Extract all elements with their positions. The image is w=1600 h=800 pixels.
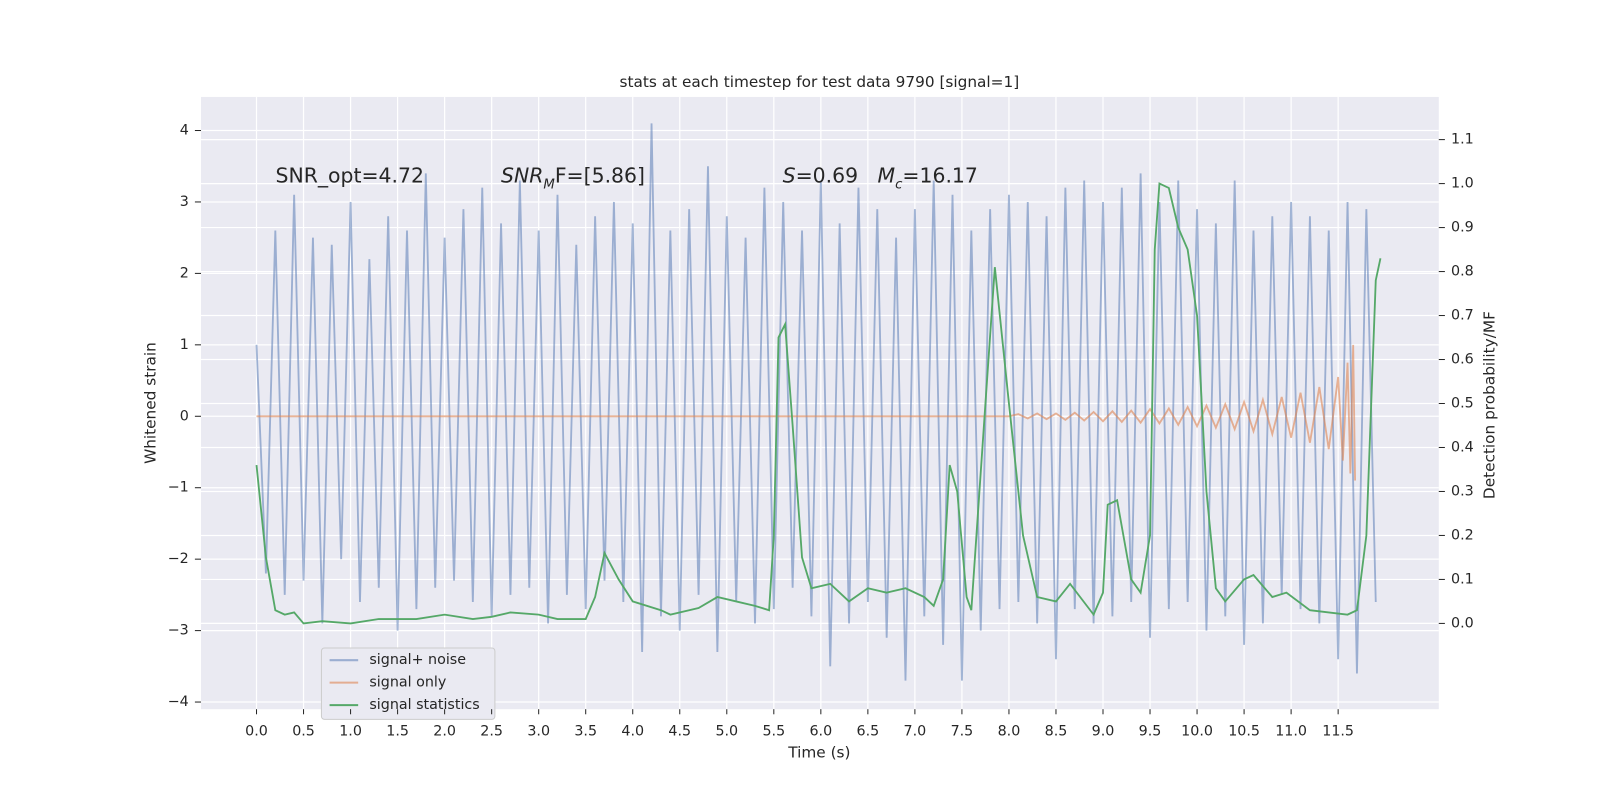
x-tick-label: 8.0 [998,724,1021,740]
y2-tick-label: 0.1 [1451,571,1474,587]
x-tick-label: 0.0 [245,724,268,740]
legend-label: signal+ noise [369,652,466,668]
y2-tick-label: 0.2 [1451,527,1474,543]
annotation-part: =0.69 [796,164,878,188]
x-tick-label: 2.0 [433,724,456,740]
line-series [255,123,1377,681]
legend-box [320,647,496,720]
annotation-part: M [878,164,896,188]
x-tick-label: 8.5 [1045,724,1068,740]
legend: signal+ noise signal only signal statistic… [320,647,496,720]
line-series [255,182,1382,625]
x-tick-label: 0.5 [292,724,315,740]
annotation-part: SNR_opt=4.72 [276,164,424,189]
y-tick-label: 1 [180,337,189,353]
x-tick-label: 10.5 [1228,724,1260,740]
x-tick-label: 11.5 [1322,724,1354,740]
y2-tick-label: 0.8 [1451,264,1474,280]
y-tick-label: −2 [168,551,189,567]
line-series [256,344,1356,481]
y-tick-label: 2 [180,265,189,281]
y-tick-label: 3 [180,194,189,210]
annotation-part: F=[5.86] [555,164,645,188]
y2-axis-label: Detection probability/MF [1480,311,1498,499]
x-tick-label: 11.0 [1275,724,1307,740]
annotation-part: M [543,177,555,192]
x-tick-label: 9.0 [1092,724,1115,740]
legend-label: signal statistics [369,697,479,713]
y2-tick-label: 1.0 [1451,176,1474,192]
x-tick-label: 5.5 [762,724,785,740]
x-tick-label: 9.5 [1139,724,1162,740]
annotation-part: c [895,177,903,192]
y2-tick-label: 1.1 [1451,132,1474,148]
x-tick-label: 1.5 [386,724,409,740]
y-tick-label: 4 [180,123,189,139]
y-tick-label: −1 [168,480,189,496]
x-tick-label: 3.0 [527,724,550,740]
y2-tick-label: 0.3 [1451,483,1474,499]
y-tick-label: −4 [168,694,189,710]
annotations: SNR_opt=4.72 SNRMF=[5.86] S=0.69 Mc=16.17 [276,164,978,193]
y2-tick-label: 0.9 [1451,220,1474,236]
chart-title: stats at each timestep for test data 979… [620,73,1020,91]
y-axis-label: Whitened strain [142,342,160,464]
y2-tick-label: 0.6 [1451,352,1474,368]
annotation-part: S [783,164,796,188]
y-tick-label: −3 [168,623,189,639]
x-tick-label: 2.5 [480,724,503,740]
x-tick-label: 1.0 [339,724,362,740]
x-tick-label: 6.0 [809,724,832,740]
y2-tick-label: 0.0 [1451,615,1474,631]
x-tick-label: 10.0 [1181,724,1213,740]
annotation: S=0.69 Mc=16.17 [783,164,978,193]
annotation: SNR_opt=4.72 [276,164,424,189]
x-tick-label: 7.5 [951,724,974,740]
x-tick-label: 4.5 [668,724,691,740]
legend-label: signal only [369,675,446,691]
series [255,123,1382,681]
x-tick-label: 4.0 [621,724,644,740]
y2-tick-label: 0.4 [1451,439,1474,455]
y2-tick-label: 0.7 [1451,308,1474,324]
x-tick-label: 5.0 [715,724,738,740]
x-tick-label: 7.0 [904,724,927,740]
y-tick-label: 0 [180,408,189,424]
x-tick-label: 3.5 [574,724,597,740]
annotation: SNRMF=[5.86] [501,164,645,193]
x-tick-label: 6.5 [857,724,880,740]
x-axis-label: Time (s) [787,744,850,762]
y2-tick-label: 0.5 [1451,396,1474,412]
annotation-part: =16.17 [902,164,977,188]
annotation-part: SNR [501,164,543,188]
